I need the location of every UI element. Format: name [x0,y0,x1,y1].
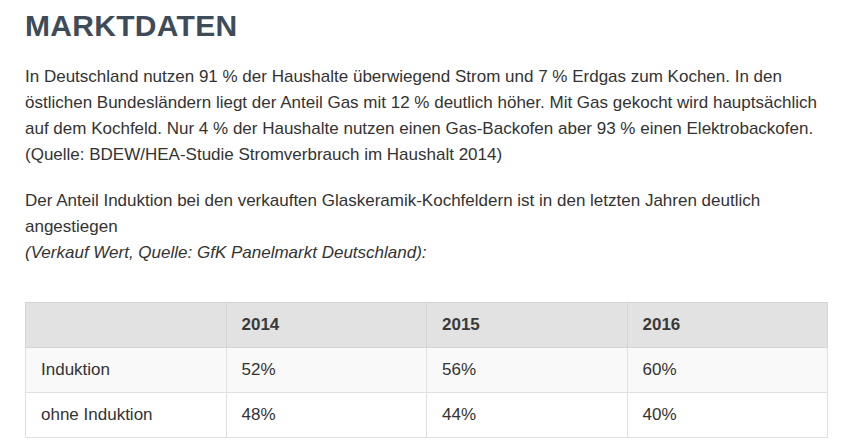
content-area: MARKTDATEN In Deutschland nutzen 91 % de… [0,0,855,438]
header-cell-2015: 2015 [427,303,628,348]
table-cell: 44% [427,393,628,438]
table-cell: 40% [627,393,828,438]
table-cell: 56% [427,348,628,393]
table-row-ohne-induktion: ohne Induktion 48% 44% 40% [26,393,828,438]
table-cell: 48% [226,393,427,438]
page-title: MARKTDATEN [25,8,830,43]
induction-paragraph: Der Anteil Induktion bei den verkauften … [25,188,817,266]
table-header-row: 2014 2015 2016 [26,303,828,348]
market-share-table: 2014 2015 2016 Induktion 52% 56% 60% ohn… [25,302,828,438]
header-cell-empty [26,303,227,348]
intro-paragraph: In Deutschland nutzen 91 % der Haushalte… [25,64,817,168]
table-cell: 52% [226,348,427,393]
row-label: ohne Induktion [26,393,227,438]
header-cell-2016: 2016 [627,303,828,348]
row-label: Induktion [26,348,227,393]
induction-trend-text: Der Anteil Induktion bei den verkauften … [25,191,760,236]
induction-source-text: (Verkauf Wert, Quelle: GfK Panelmarkt De… [25,243,427,262]
table-row-induktion: Induktion 52% 56% 60% [26,348,828,393]
table-cell: 60% [627,348,828,393]
header-cell-2014: 2014 [226,303,427,348]
